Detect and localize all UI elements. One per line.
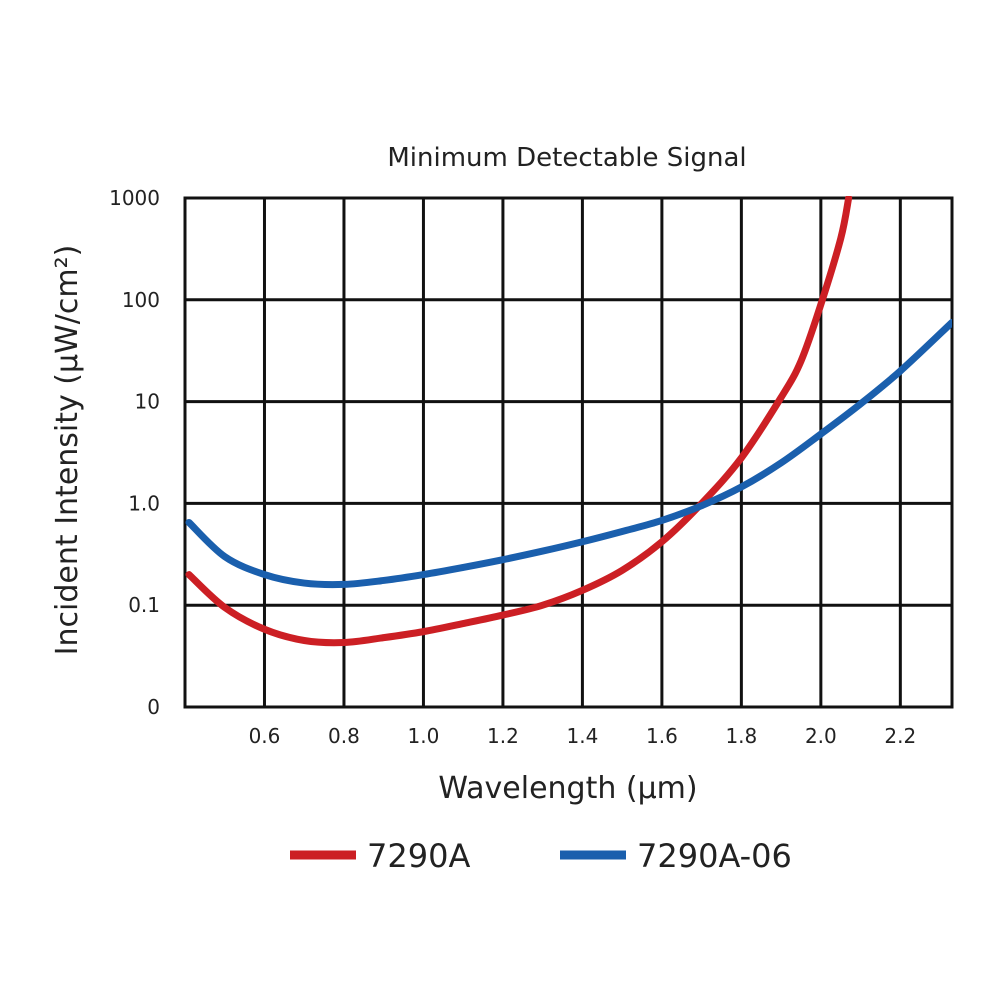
x-tick-label: 0.8: [328, 724, 360, 748]
series-line-7290A: [185, 196, 853, 647]
y-tick-label: 0.1: [128, 593, 160, 617]
legend-label-7290A: 7290A: [367, 837, 470, 875]
y-tick-label: 1.0: [128, 491, 160, 515]
x-tick-label: 1.6: [646, 724, 678, 748]
x-axis-label: Wavelength (µm): [438, 771, 697, 806]
y-tick-label: 0: [147, 695, 160, 719]
x-tick-label: 2.2: [884, 724, 916, 748]
chart-title: Minimum Detectable Signal: [387, 143, 746, 173]
legend-label-7290A-06: 7290A-06: [637, 837, 792, 875]
series-line-7290A-06: [185, 318, 952, 589]
x-tick-labels: 0.6 0.8 1.0 1.2 1.4 1.6 1.8 2.0 2.2: [249, 724, 917, 748]
x-tick-label: 1.8: [725, 724, 757, 748]
grid: [183, 196, 954, 709]
y-tick-label: 10: [135, 390, 160, 414]
legend: 7290A 7290A-06: [290, 837, 792, 875]
y-tick-label: 100: [122, 288, 160, 312]
x-tick-label: 1.2: [487, 724, 519, 748]
y-tick-label: 1000: [109, 186, 160, 210]
y-tick-labels: 0 0.1 1.0 10 100 1000: [109, 186, 160, 719]
x-tick-label: 1.4: [567, 724, 599, 748]
y-axis-label: Incident Intensity (µW/cm²): [50, 245, 85, 656]
x-tick-label: 1.0: [408, 724, 440, 748]
plot-frame: [183, 196, 954, 709]
x-tick-label: 2.0: [805, 724, 837, 748]
x-tick-label: 0.6: [249, 724, 281, 748]
plot-area: [185, 196, 952, 647]
